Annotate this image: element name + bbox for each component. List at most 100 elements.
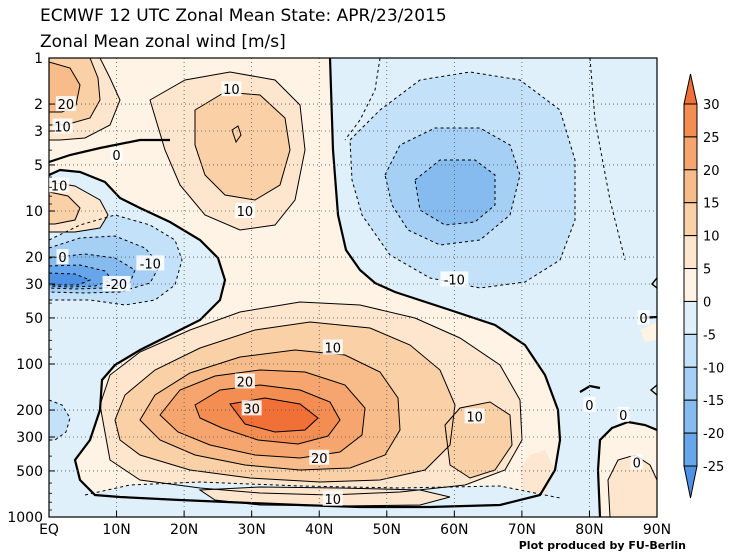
colorbar-band — [683, 366, 698, 401]
contour-label-bg — [110, 146, 123, 162]
contour-label: -10 — [140, 257, 161, 272]
contour-label-bg — [630, 454, 643, 470]
contour-label-bg — [464, 408, 485, 424]
x-tick-label: EQ — [39, 522, 59, 538]
contour-label-bg — [234, 373, 255, 389]
contour-label-bg — [56, 249, 69, 265]
contour-label-bg — [617, 406, 630, 422]
y-axis: 1 2 3 5 10 20 30 50 100 200 300 500 1000 — [7, 51, 55, 526]
contour-lines — [49, 58, 657, 517]
zero-line-upper — [49, 138, 170, 164]
contour-label: 10 — [51, 179, 68, 194]
colorbar-band — [683, 432, 698, 467]
x-tick-label: 60N — [440, 522, 468, 538]
colorbar-label: -25 — [703, 460, 724, 475]
colorbar-label: 15 — [703, 197, 720, 212]
contour-label: 30 — [243, 402, 260, 417]
contour-label: 20 — [58, 98, 75, 113]
contour-label: -20 — [106, 278, 127, 293]
contour-label: 10 — [223, 83, 240, 98]
contour-label-bg — [583, 396, 596, 412]
chart-title: ECMWF 12 UTC Zonal Mean State: APR/23/20… — [40, 6, 447, 26]
x-tick-label: 80N — [575, 522, 603, 538]
contour-label-bg — [49, 177, 70, 193]
colorbar-band — [683, 268, 698, 302]
zero-line-main — [49, 58, 562, 509]
y-tick-label: 200 — [16, 403, 43, 419]
y-tick-label: 2 — [34, 97, 43, 113]
colorbar-label: 20 — [703, 164, 720, 179]
contour-label: 10 — [324, 341, 341, 356]
contour-label-bg — [322, 339, 343, 355]
colorbar: 30 25 20 15 10 5 0 -5 -10 -15 -20 -25 — [683, 73, 724, 499]
colorbar-label: -5 — [703, 328, 716, 343]
x-tick-label: 40N — [305, 522, 333, 538]
x-tick-label: 50N — [373, 522, 401, 538]
x-axis: EQ 10N 20N 30N 40N 50N 60N 70N 80N 90N — [39, 511, 671, 538]
y-tick-label: 5 — [34, 158, 43, 174]
y-tick-label: 100 — [16, 357, 43, 373]
contour-labels: 20 10 10 0 10 10 -10 0 -20 -10 10 20 30 20 10 10 0 0 0 0 — [49, 81, 650, 508]
y-tick-label: 3 — [34, 124, 43, 140]
contour-label-bg — [136, 255, 165, 271]
colorbar-label: -15 — [703, 394, 724, 409]
colorbar-band — [683, 300, 698, 335]
x-tick-label: 20N — [170, 522, 198, 538]
contour-label: 20 — [311, 452, 328, 467]
contour-label-bg — [102, 275, 131, 291]
colorbar-label: 25 — [703, 131, 720, 146]
plot-frame — [48, 57, 658, 518]
contour-label: 10 — [237, 205, 254, 220]
colorbar-band — [683, 136, 698, 171]
contour-label: 0 — [639, 312, 647, 327]
y-tick-label: 20 — [25, 250, 43, 266]
contour-label-bg — [637, 309, 650, 325]
y-tick-label: 300 — [16, 430, 43, 446]
colorbar-label: 5 — [703, 263, 711, 278]
x-tick-label: 10N — [102, 522, 130, 538]
colorbar-label: 10 — [703, 230, 720, 245]
contour-label-bg — [234, 203, 255, 218]
footer-credit: Plot produced by FU-Berlin — [518, 539, 686, 552]
contour-label-bg — [221, 81, 242, 97]
y-tick-label: 30 — [25, 277, 43, 293]
y-tick-label: 1000 — [7, 510, 43, 526]
contour-label: 0 — [619, 409, 627, 424]
colorbar-label: -10 — [703, 361, 724, 376]
zero-line-polar — [596, 420, 657, 517]
contour-label-bg — [309, 449, 330, 465]
chart-subtitle: Zonal Mean zonal wind [m/s] — [40, 32, 286, 52]
x-tick-label: 30N — [238, 522, 266, 538]
contour-label: 20 — [237, 375, 254, 390]
x-tick-label: 70N — [508, 522, 536, 538]
contour-label-bg — [440, 271, 469, 287]
contour-label-bg — [55, 96, 76, 112]
colorbar-band — [683, 399, 698, 434]
contour-label: 0 — [585, 399, 593, 414]
colorbar-top-arrow — [683, 73, 698, 105]
y-tick-label: 50 — [25, 311, 43, 327]
contour-label: 0 — [633, 456, 641, 471]
x-tick-label: 90N — [643, 522, 671, 538]
colorbar-label: 30 — [703, 98, 720, 113]
colorbar-band — [683, 202, 698, 237]
contour-label: 0 — [58, 251, 66, 266]
y-tick-label: 500 — [16, 464, 43, 480]
colorbar-band — [683, 235, 698, 270]
grid — [49, 58, 657, 517]
contour-label: 10 — [324, 493, 341, 508]
y-tick-label: 10 — [25, 204, 43, 220]
colorbar-band — [683, 169, 698, 204]
colorbar-label: 0 — [703, 295, 711, 310]
contour-label: 10 — [54, 120, 71, 135]
colorbar-label: -20 — [703, 427, 724, 442]
contour-label-bg — [241, 400, 262, 416]
colorbar-band — [683, 103, 698, 138]
contour-label: 10 — [466, 410, 483, 425]
contour-label: -10 — [444, 273, 465, 288]
contour-label-bg — [52, 118, 73, 134]
contour-label-bg — [322, 490, 343, 506]
colorbar-bottom-arrow — [683, 465, 698, 499]
y-tick-label: 1 — [34, 51, 43, 67]
